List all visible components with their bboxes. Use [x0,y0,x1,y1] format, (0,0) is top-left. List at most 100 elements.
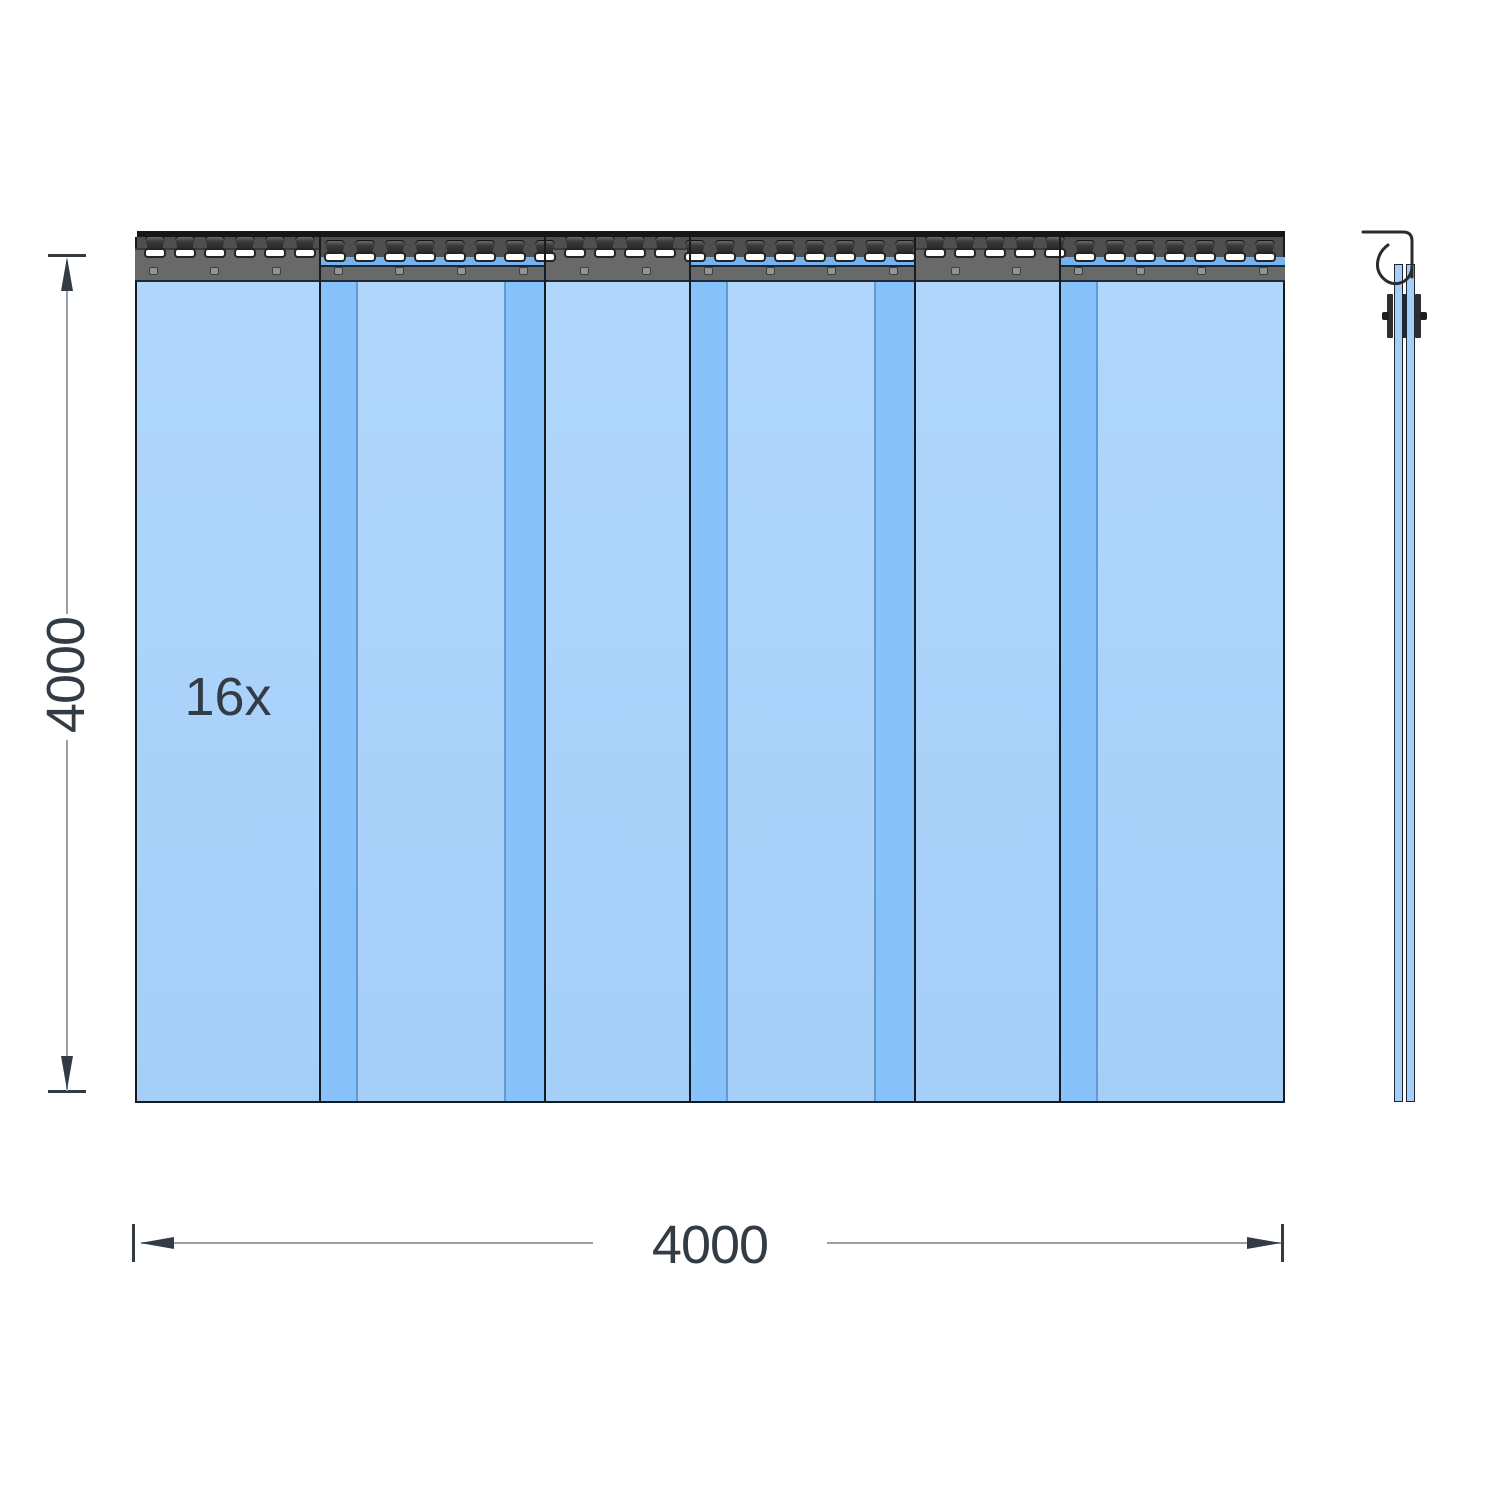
strip-edge-line [726,282,728,1101]
dim-line-lower-segment [66,740,68,1091]
clamp-hook [834,252,856,262]
strip-edge-line [504,282,506,1101]
plate-bottom-edge [135,280,1285,282]
side-strip [1394,264,1403,1102]
mounting-hook-icon [1361,230,1414,285]
plate-screw [1135,267,1145,275]
front-strip-top-band [320,257,545,267]
clamp-hook [1194,252,1216,262]
clamp-hook [1044,248,1066,258]
plate-screw [333,267,343,275]
clamp-hook [984,248,1006,258]
overlap-band [320,282,357,1101]
plate-screw [642,267,652,275]
clamp-hook [684,252,706,262]
panel-edge-line [544,237,546,1103]
clamp-hook [624,248,646,258]
dim-tick-top [48,254,86,257]
overlap-band [1060,282,1097,1101]
plate-screw [1074,267,1083,275]
overlap-band [505,282,545,1101]
side-clamp-screw [1382,312,1389,320]
side-clamp-screw [1420,312,1427,320]
clamp-hook [294,248,316,258]
dim-arrow-left-icon [140,1237,174,1249]
side-clamp-gap-shadow [1403,294,1406,338]
dim-tick-bottom [48,1090,86,1093]
dim-arrow-right-icon [1247,1237,1281,1249]
plate-screw [765,267,775,275]
clamp-hook [474,252,496,262]
strip-edge-line [874,282,876,1101]
strip-edge-line [356,282,358,1101]
dim-tick-right [1281,1224,1284,1262]
clamp-hook [744,252,766,262]
clamp-hook [864,252,886,262]
overlap-band [875,282,915,1101]
clamp-hook [1164,252,1186,262]
clamp-hook [954,248,976,258]
plate-screw [950,267,960,275]
clamp-hook [264,248,286,258]
clamp-hook [414,252,436,262]
mounting-plate [1060,267,1285,282]
clamp-hook [354,252,376,262]
clamp-hook [564,248,586,258]
plate-screw [580,267,590,275]
plate-screw [888,267,898,275]
strip-count-label: 16x [184,667,272,727]
clamp-hook [444,252,466,262]
width-dimension-label: 4000 [651,1215,769,1275]
panel-edge-line [914,237,916,1103]
clamp-hook [174,248,196,258]
rail-top-bar [137,231,1285,237]
clamp-hook [144,248,166,258]
plate-screw [518,267,528,275]
plate-screw [1012,267,1022,275]
panel-edge-line [319,237,321,1103]
clamp-hook [1134,252,1156,262]
clamp-hook [324,252,346,262]
clamp-hook [204,248,226,258]
panel-edge-line [689,237,691,1103]
clamp-hook [1104,252,1126,262]
plate-screw [457,267,466,275]
mounting-plate [690,267,915,282]
mounting-plate [320,267,545,282]
overlap-band [690,282,727,1101]
plate-screw [395,267,405,275]
plate-screw [271,267,281,275]
side-clamp-bar [1415,294,1421,338]
front-strip-top-band [690,257,915,267]
clamp-hook [804,252,826,262]
clamp-hook [714,252,736,262]
dim-line-right-segment [827,1242,1281,1244]
plate-screw [210,267,220,275]
panel-edge-line [1059,237,1061,1103]
strip-edge-line [1096,282,1098,1101]
dim-line-left-segment [141,1242,593,1244]
dim-tick-left [132,1224,135,1262]
clamp-hook [504,252,526,262]
plate-screw [1259,267,1269,275]
plate-screw [1197,267,1207,275]
clamp-hook [1224,252,1246,262]
dim-line-upper-segment [66,261,68,614]
clamp-hook [654,248,676,258]
plate-screw [827,267,837,275]
plate-screw [703,267,713,275]
clamp-hook [1254,252,1276,262]
clamp-hook [924,248,946,258]
plate-screw [148,267,158,275]
clamp-hook [234,248,256,258]
clamp-hook [1074,252,1096,262]
clamp-hook [774,252,796,262]
front-strip-top-band [1060,257,1285,267]
clamp-hook [1014,248,1036,258]
side-clamp-bar [1387,294,1393,338]
